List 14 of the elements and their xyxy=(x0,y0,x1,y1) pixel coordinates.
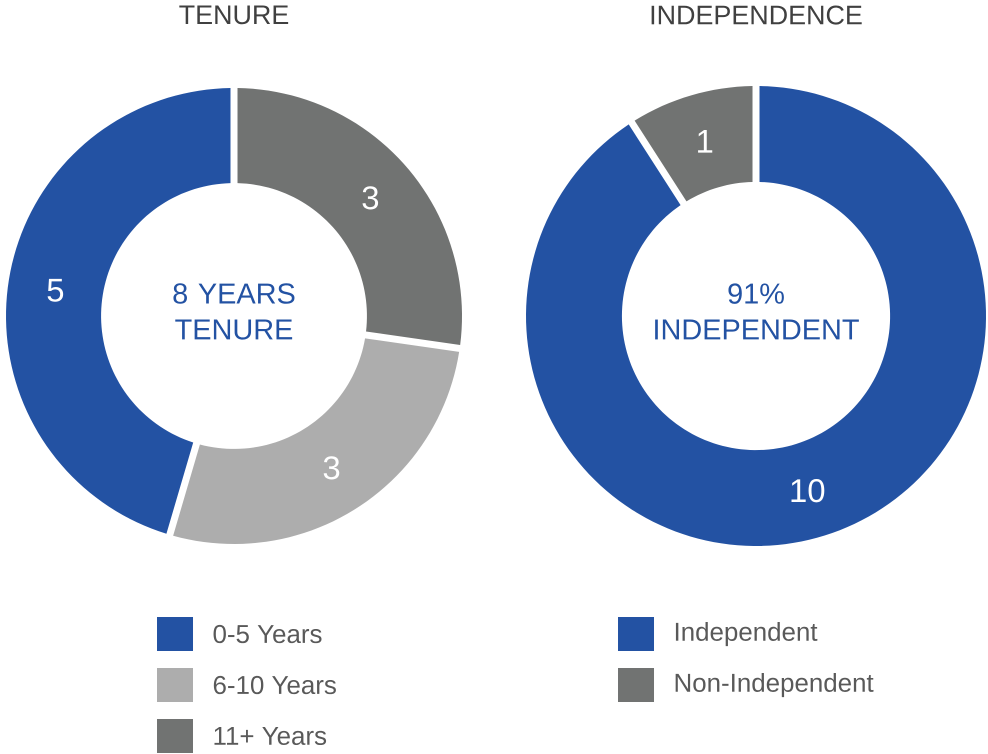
legend-label: 11+ Years xyxy=(214,726,326,746)
chart-title: TENURE xyxy=(179,6,288,24)
data-label: 3 xyxy=(362,186,378,210)
data-label: 3 xyxy=(324,456,340,480)
text: 8 YEARS TENURE xyxy=(173,283,294,340)
chart-title: INDEPENDENCE xyxy=(652,6,862,25)
legend-label: 0-5 Years xyxy=(214,624,322,644)
legend-label: Independent xyxy=(676,622,818,646)
data-label: 5 xyxy=(48,278,64,302)
legend-label: Non-Independent xyxy=(676,672,874,698)
data-label: 10 xyxy=(792,479,824,502)
text: 91% INDEPENDENT xyxy=(655,283,859,340)
data-label: 1 xyxy=(698,130,712,153)
legend-label: 6-10 Years xyxy=(214,676,336,694)
